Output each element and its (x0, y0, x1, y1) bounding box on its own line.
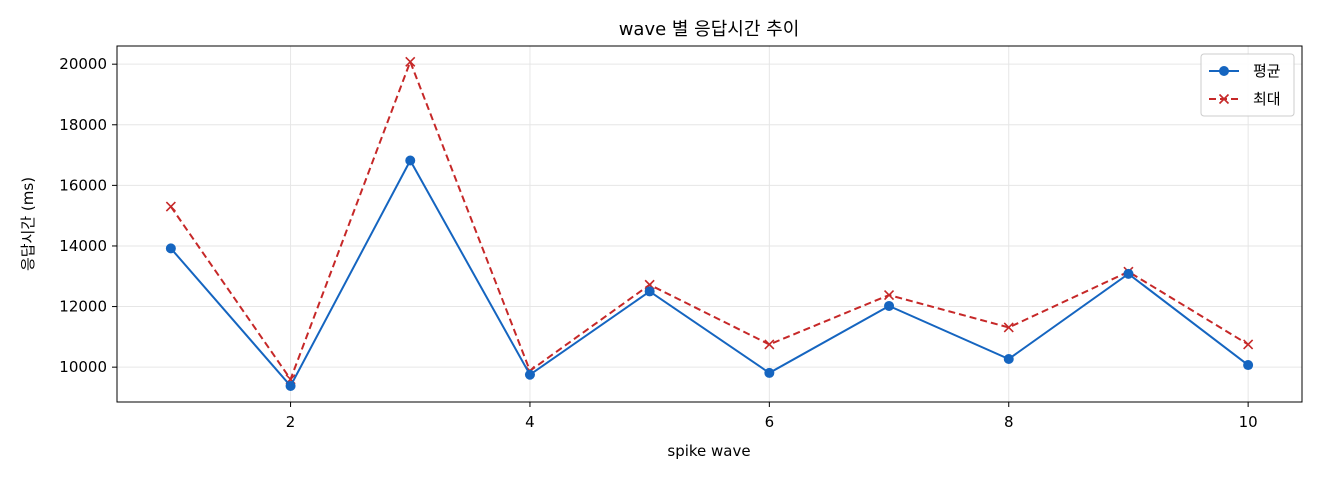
series-line (170, 158, 1249, 388)
legend-label: 최대 (1253, 90, 1281, 108)
data-point (1003, 353, 1014, 364)
legend-item: 최대 (1209, 90, 1281, 108)
legend-item: 평균 (1209, 62, 1281, 80)
y-axis-label: 응답시간 (ms) (19, 177, 37, 271)
data-point (165, 201, 176, 212)
x-tick-label: 10 (1239, 413, 1258, 431)
data-point (644, 286, 655, 297)
y-tick-label: 14000 (59, 237, 107, 255)
y-tick-label: 12000 (59, 298, 107, 316)
legend-marker (1218, 93, 1230, 105)
data-point (524, 369, 535, 380)
legend-marker (1219, 66, 1229, 76)
x-axis-label: spike wave (667, 442, 750, 460)
series-layer (165, 56, 1254, 391)
data-point (883, 289, 895, 301)
data-point (764, 367, 775, 378)
series-line (170, 58, 1249, 382)
x-tick-label: 2 (286, 413, 296, 431)
y-tick-label: 18000 (59, 116, 107, 134)
y-tick-label: 20000 (59, 55, 107, 73)
grid (117, 46, 1302, 402)
data-point (1003, 322, 1014, 333)
x-tick-label: 6 (765, 413, 775, 431)
data-point (1123, 268, 1134, 279)
y-tick-label: 10000 (59, 358, 107, 376)
data-point (405, 56, 416, 67)
data-point (1243, 360, 1254, 371)
data-point (405, 155, 416, 166)
data-point (165, 243, 176, 254)
x-tick-label: 8 (1004, 413, 1014, 431)
data-point (285, 380, 296, 391)
data-point (884, 300, 895, 311)
y-tick-label: 16000 (59, 176, 107, 194)
ticks: 2 4 6 8 10 10000 12000 14000 16000 18000 20000 (59, 55, 1257, 431)
plot-frame (116, 45, 1303, 403)
data-point (1243, 339, 1254, 350)
chart-title: wave 별 응답시간 추이 (619, 19, 800, 40)
legend-label: 평균 (1253, 62, 1281, 80)
series-2 (165, 56, 1254, 385)
x-tick-label: 4 (525, 413, 535, 431)
series-1 (165, 155, 1254, 391)
data-point (764, 339, 775, 350)
